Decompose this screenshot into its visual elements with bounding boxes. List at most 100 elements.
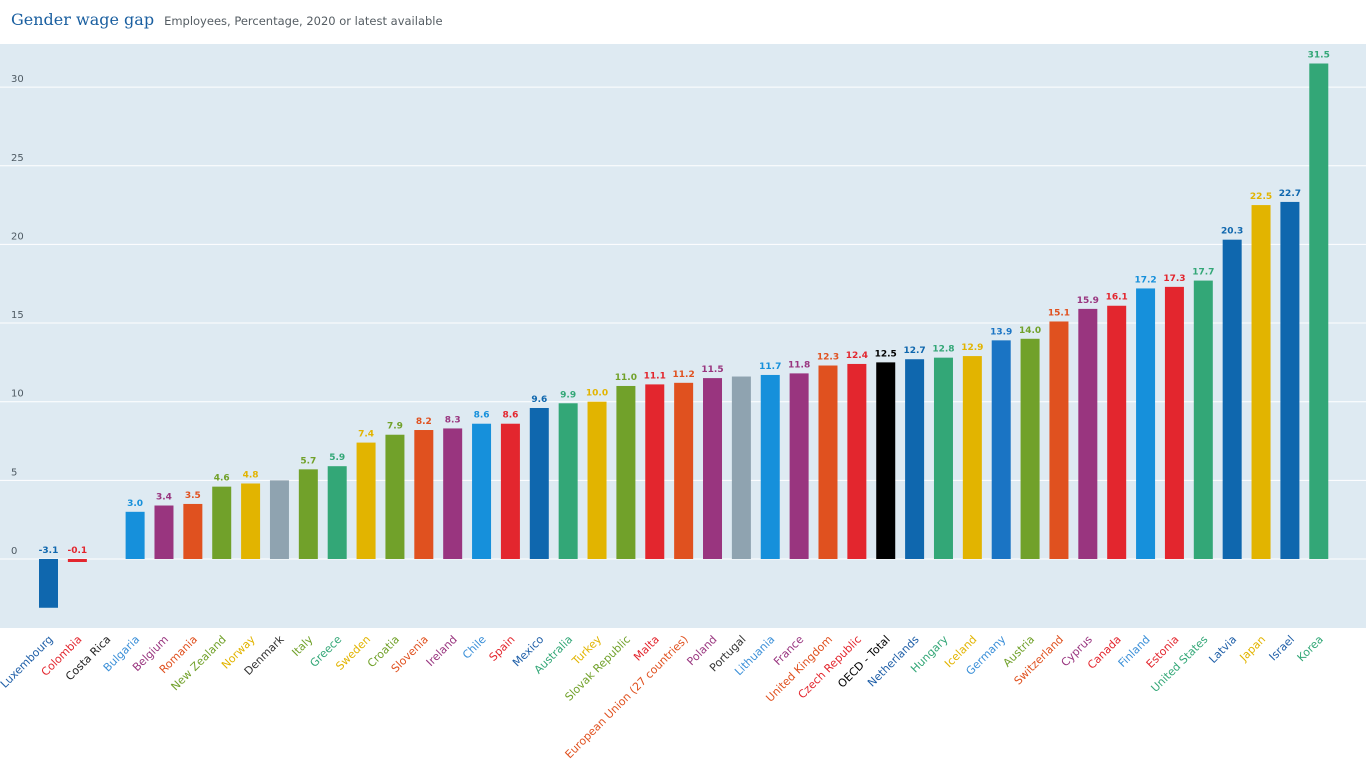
data-label: 12.5	[875, 349, 897, 359]
data-label: 17.3	[1163, 274, 1185, 284]
data-label: 22.7	[1279, 189, 1301, 199]
bar[interactable]	[1193, 280, 1213, 559]
bar[interactable]	[962, 356, 982, 559]
bar[interactable]	[385, 434, 405, 559]
data-label: 16.1	[1106, 293, 1128, 303]
chart-subtitle: Employees, Percentage, 2020 or latest av…	[164, 14, 443, 28]
data-label: 9.9	[560, 390, 576, 400]
data-label: 5.7	[300, 456, 316, 466]
data-label: 4.6	[214, 474, 230, 484]
bar[interactable]	[933, 357, 953, 559]
data-label: -0.1	[68, 546, 88, 556]
bar[interactable]	[500, 423, 520, 559]
x-tick-label: Korea	[1295, 633, 1326, 664]
bar[interactable]	[356, 442, 376, 559]
data-label: 11.5	[701, 365, 723, 375]
x-tick-label: Chile	[460, 633, 489, 662]
data-label: 8.6	[502, 411, 518, 421]
x-tick-label: Latvia	[1206, 633, 1239, 666]
bars	[39, 63, 1329, 608]
bar[interactable]	[1309, 63, 1329, 559]
data-label: 22.5	[1250, 192, 1272, 202]
data-label: 8.3	[445, 415, 461, 425]
bar[interactable]	[529, 407, 549, 559]
bar[interactable]	[847, 363, 867, 559]
bar[interactable]	[1251, 205, 1271, 559]
bar[interactable]	[645, 384, 665, 559]
y-tick-label: 25	[11, 153, 24, 164]
data-label: 13.9	[990, 327, 1012, 337]
bar[interactable]	[789, 373, 809, 559]
bar[interactable]	[241, 483, 261, 559]
bar[interactable]	[414, 430, 434, 559]
bar[interactable]	[1049, 321, 1069, 559]
chart-title: Gender wage gap	[11, 10, 155, 29]
y-tick-label: 30	[11, 74, 24, 85]
data-label: 7.9	[387, 422, 403, 432]
bar[interactable]	[587, 401, 607, 559]
data-label: 8.2	[416, 417, 432, 427]
bar[interactable]	[905, 359, 925, 559]
bar[interactable]	[298, 469, 318, 559]
data-label: 12.3	[817, 353, 839, 363]
data-label: 11.0	[615, 373, 637, 383]
data-label: 12.8	[932, 345, 954, 355]
bar[interactable]	[616, 385, 636, 559]
data-label: 9.6	[531, 395, 547, 405]
y-axis-ticks: 0 5 10 15 20 25 30	[11, 74, 24, 557]
data-label: -3.1	[39, 546, 59, 556]
data-label: 3.0	[127, 499, 143, 509]
bar[interactable]	[327, 466, 347, 559]
bar[interactable]	[731, 376, 751, 559]
data-label: 11.1	[644, 371, 666, 381]
data-label: 5.9	[329, 453, 345, 463]
data-label: 17.7	[1192, 268, 1214, 278]
bar[interactable]	[558, 403, 578, 559]
bar[interactable]	[1107, 305, 1127, 559]
bar[interactable]	[1164, 286, 1184, 559]
y-tick-label: 5	[11, 467, 17, 478]
y-tick-label: 0	[11, 546, 17, 557]
data-label: 17.2	[1134, 275, 1156, 285]
bar[interactable]	[1280, 201, 1300, 559]
y-tick-label: 20	[11, 231, 24, 242]
y-tick-label: 10	[11, 389, 24, 400]
data-label: 15.1	[1048, 308, 1070, 318]
data-label: 4.8	[243, 470, 259, 480]
bar[interactable]	[674, 382, 694, 559]
data-label: 12.4	[846, 351, 868, 361]
data-label: 31.5	[1308, 51, 1330, 61]
bar[interactable]	[183, 503, 203, 559]
bar[interactable]	[760, 374, 780, 559]
bar[interactable]	[269, 480, 289, 559]
bar[interactable]	[443, 428, 463, 559]
bar[interactable]	[1020, 338, 1040, 559]
data-label: 12.9	[961, 343, 983, 353]
bar[interactable]	[67, 559, 87, 562]
chart-header: Gender wage gap Employees, Percentage, 2…	[11, 10, 443, 36]
bar[interactable]	[212, 486, 232, 559]
bar[interactable]	[125, 511, 145, 559]
data-label: 14.0	[1019, 326, 1041, 336]
data-label: 7.4	[358, 430, 374, 440]
bar[interactable]	[154, 505, 174, 559]
bar[interactable]	[472, 423, 492, 559]
data-label: 11.7	[759, 362, 781, 372]
data-label: 8.6	[474, 411, 490, 421]
bar[interactable]	[1136, 288, 1156, 559]
y-tick-label: 15	[11, 310, 24, 321]
x-tick-label: Japan	[1237, 633, 1269, 665]
data-label: 3.5	[185, 491, 201, 501]
data-labels: -3.1 -0.1 3.0 3.4 3.5 4.6 4.8 5.7 5.9 7.4 7.9 8.2 8.…	[39, 51, 1330, 556]
x-tick-label: Israel	[1267, 633, 1297, 663]
bar[interactable]	[818, 365, 838, 559]
bar[interactable]	[1222, 239, 1242, 559]
bar[interactable]	[1078, 308, 1098, 559]
bar[interactable]	[991, 340, 1011, 559]
data-label: 15.9	[1077, 296, 1099, 306]
bar[interactable]	[876, 362, 896, 559]
bar[interactable]	[703, 378, 723, 559]
bar[interactable]	[39, 559, 58, 608]
